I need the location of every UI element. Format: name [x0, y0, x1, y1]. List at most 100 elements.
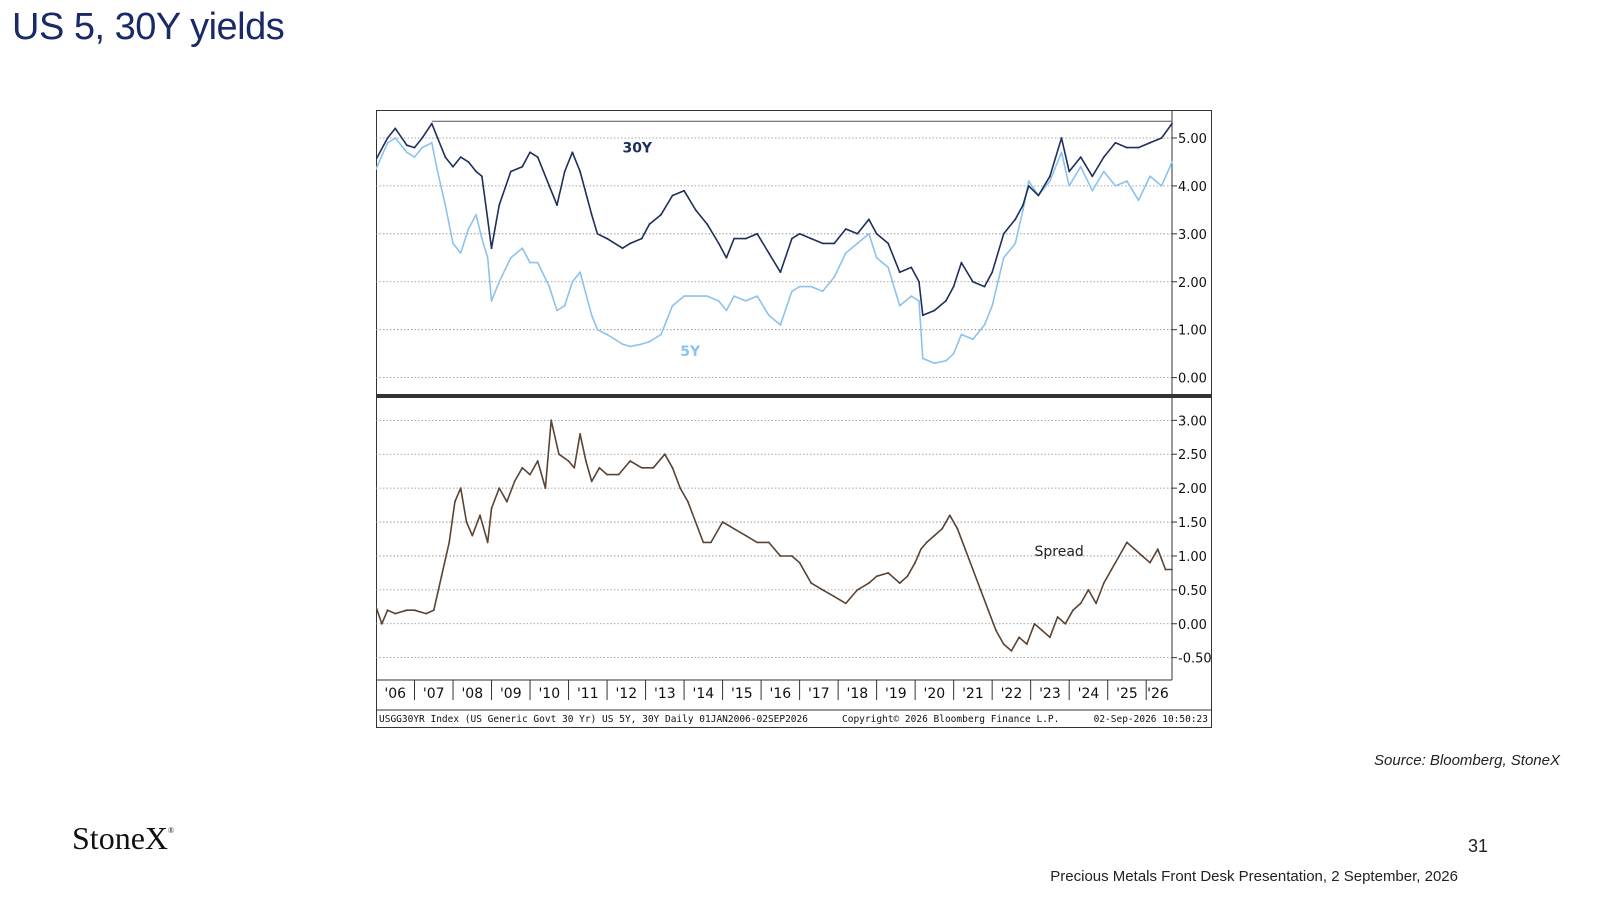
data-point-5y: [596, 328, 599, 331]
data-point-5y: [694, 295, 697, 297]
data-point-5y: [725, 309, 728, 312]
data-point-5y: [933, 362, 936, 365]
data-point-spread: [898, 582, 901, 584]
data-point-spread: [486, 541, 489, 544]
data-point-spread: [386, 609, 389, 612]
data-point-spread: [1095, 602, 1097, 605]
data-point-spread: [598, 466, 601, 469]
data-point-spread: [964, 548, 967, 551]
data-point-5y: [452, 242, 454, 245]
data-point-spread: [579, 433, 581, 435]
data-point-30y: [606, 237, 608, 240]
x-tick-label: '15: [731, 686, 753, 702]
data-point-spread: [744, 534, 747, 537]
data-point-30y: [821, 242, 824, 245]
data-point-5y: [821, 290, 824, 293]
data-point-spread: [906, 575, 909, 578]
y-tick-label: 0.00: [1178, 618, 1207, 633]
data-point-5y: [590, 314, 593, 317]
data-point-30y: [421, 137, 424, 139]
data-point-5y: [1068, 185, 1071, 187]
data-point-spread: [1164, 568, 1167, 571]
data-point-5y: [945, 359, 947, 362]
data-point-spread: [833, 595, 836, 598]
data-point-5y: [991, 304, 994, 307]
chart-footer-right: 02-Sep-2026 10:50:23: [1094, 714, 1208, 725]
data-point-30y: [1114, 141, 1117, 144]
data-point-30y: [717, 242, 720, 245]
data-point-spread: [1149, 561, 1151, 564]
data-point-5y: [1137, 199, 1140, 202]
data-point-30y: [498, 204, 501, 206]
data-point-30y: [875, 232, 878, 235]
data-point-30y: [444, 156, 447, 158]
data-point-spread: [941, 527, 943, 530]
data-point-30y: [1002, 232, 1005, 235]
data-point-30y: [733, 237, 735, 240]
data-point-spread: [1118, 555, 1121, 557]
y-tick-label: 2.00: [1178, 482, 1207, 497]
data-point-spread: [687, 500, 689, 503]
data-point-5y: [629, 345, 632, 348]
data-point-30y: [933, 309, 936, 312]
data-point-5y: [376, 168, 377, 170]
chart-border: [376, 110, 1212, 728]
data-point-30y: [413, 146, 416, 149]
data-point-30y: [629, 242, 632, 245]
data-point-spread: [679, 487, 682, 489]
data-point-30y: [868, 218, 870, 221]
data-point-30y: [952, 285, 955, 288]
data-point-spread: [821, 589, 824, 591]
data-point-spread: [844, 602, 847, 605]
data-point-spread: [1087, 589, 1090, 591]
data-point-spread: [448, 541, 451, 544]
data-point-5y: [421, 146, 424, 149]
data-point-30y: [640, 237, 643, 240]
data-point-5y: [405, 151, 408, 154]
data-point-spread: [995, 629, 997, 632]
data-point-5y: [459, 252, 462, 254]
data-point-5y: [1014, 242, 1017, 245]
x-tick-label: '06: [384, 686, 406, 702]
x-tick-label: '21: [962, 686, 984, 702]
data-point-5y: [756, 295, 759, 297]
data-point-5y: [791, 290, 793, 293]
data-point-5y: [898, 304, 901, 307]
data-point-spread: [779, 555, 782, 557]
data-point-5y: [972, 338, 974, 341]
data-point-30y: [536, 156, 539, 158]
data-point-spread: [432, 609, 435, 612]
data-point-30y: [1014, 218, 1017, 221]
data-point-spread: [376, 605, 377, 608]
data-point-5y: [983, 324, 986, 326]
data-point-spread: [925, 541, 928, 544]
data-point-5y: [490, 300, 493, 302]
data-point-spread: [956, 527, 959, 530]
data-point-spread: [1010, 650, 1013, 652]
data-point-spread: [702, 541, 705, 544]
data-point-spread: [933, 534, 936, 537]
data-point-30y: [596, 232, 599, 235]
data-point-30y: [683, 189, 685, 192]
data-point-spread: [550, 419, 553, 422]
bottom-y-axis: -0.50 0.00 0.50 1.00 1.50 2.00 2.50 3.00: [1172, 414, 1212, 667]
data-point-spread: [394, 612, 397, 615]
data-point-30y: [548, 185, 551, 187]
logo-text: StoneX: [72, 820, 168, 856]
data-point-30y: [972, 280, 974, 283]
x-tick-label: '12: [615, 686, 637, 702]
top-y-axis: 0.00 1.00 2.00 3.00 4.00 5.00: [1172, 132, 1207, 387]
x-tick-label: '23: [1039, 686, 1061, 702]
data-point-30y: [856, 232, 859, 235]
data-point-30y: [910, 266, 913, 269]
data-point-5y: [606, 333, 608, 336]
data-point-spread: [887, 572, 890, 574]
x-tick-label: '25: [1116, 686, 1138, 702]
data-point-30y: [1171, 122, 1173, 125]
data-point-spread: [791, 555, 793, 557]
data-point-30y: [791, 237, 793, 240]
data-point-5y: [706, 295, 709, 297]
data-point-spread: [652, 466, 655, 469]
data-point-5y: [921, 357, 924, 360]
data-point-30y: [376, 158, 377, 161]
